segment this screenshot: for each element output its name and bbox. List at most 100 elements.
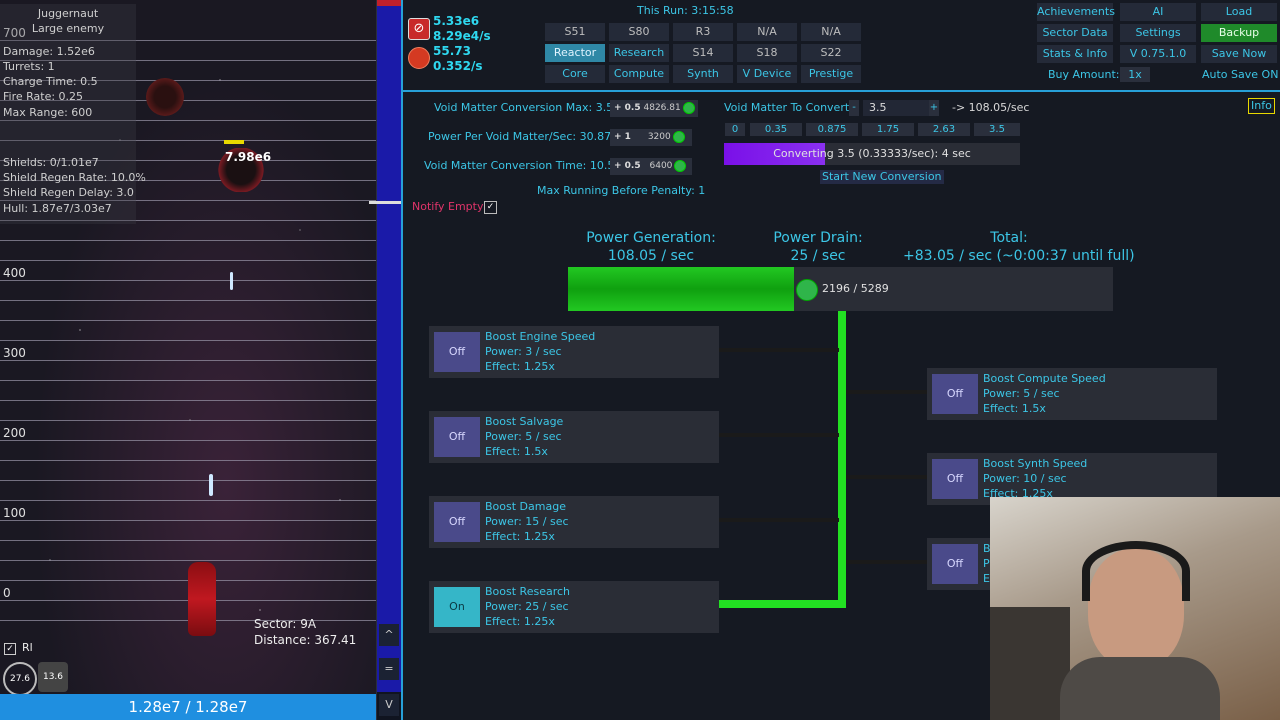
amount-preset-2-63[interactable]: 2.63	[918, 123, 970, 136]
enemy-ship-juggernaut[interactable]	[218, 148, 264, 192]
resource-2-rate: 0.352/s	[433, 59, 483, 73]
upgrade-2-cost: 3200	[647, 132, 671, 142]
resource-2-value: 55.73	[433, 44, 471, 58]
boost-engine-speed-card: Off Boost Engine Speed Power: 3 / sec Ef…	[429, 326, 719, 378]
upgrade-conversion-max-button[interactable]: + 0.5 4826.81	[610, 100, 698, 117]
vm-to-convert-label: Void Matter To Convert:	[724, 101, 853, 114]
nav-s80[interactable]: S80	[609, 23, 669, 41]
buy-amount-label: Buy Amount:	[1048, 68, 1120, 81]
buy-amount-select[interactable]: 1x	[1120, 67, 1150, 82]
increase-button[interactable]: +	[929, 100, 939, 116]
nav-s22[interactable]: S22	[801, 44, 861, 62]
scroll-track[interactable]	[377, 6, 401, 692]
nav-na-2[interactable]: N/A	[801, 23, 861, 41]
boost-hidden-toggle[interactable]: Off	[932, 544, 978, 584]
version-button[interactable]: V 0.75.1.0	[1120, 45, 1196, 63]
boost-name: Boost Engine Speed	[485, 330, 596, 343]
power-active-branch	[719, 600, 846, 608]
power-trunk-line	[838, 311, 846, 608]
notify-empty-checkbox[interactable]: ✓	[484, 201, 497, 214]
power-branch	[846, 390, 928, 394]
ability-icon[interactable]: 13.6	[38, 662, 68, 692]
range-line	[0, 220, 376, 221]
tab-research[interactable]: Research	[609, 44, 669, 62]
settings-button[interactable]: Settings	[1120, 24, 1196, 42]
tab-synth[interactable]: Synth	[673, 65, 733, 83]
rl-label: Rl	[22, 641, 33, 654]
backup-button[interactable]: Backup	[1201, 24, 1277, 42]
amount-preset-0-875[interactable]: 0.875	[806, 123, 858, 136]
range-line	[0, 280, 376, 281]
tab-prestige[interactable]: Prestige	[801, 65, 861, 83]
power-storage-value: 2196 / 5289	[822, 282, 889, 295]
boost-damage-toggle[interactable]: Off	[434, 502, 480, 542]
amount-preset-0[interactable]: 0	[725, 123, 745, 136]
tab-core[interactable]: Core	[545, 65, 605, 83]
enemy-hull: Hull: 1.87e7/3.03e7	[3, 202, 112, 215]
range-line	[0, 160, 376, 161]
void-matter-icon	[672, 130, 685, 143]
decrease-button[interactable]: -	[849, 100, 859, 116]
player-ship[interactable]	[188, 562, 216, 636]
save-now-button[interactable]: Save Now	[1201, 45, 1277, 63]
enemy-ship-small[interactable]	[146, 78, 184, 116]
load-button[interactable]: Load	[1201, 3, 1277, 21]
scroll-indicator	[377, 0, 401, 6]
tab-v-device[interactable]: V Device	[737, 65, 797, 83]
game-viewport[interactable]: 700 400 300 200 100 0 Juggernaut Large e…	[0, 0, 376, 694]
enemy-hp-label: 7.98e6	[225, 150, 272, 164]
upgrade-power-per-button[interactable]: + 1 3200	[610, 129, 692, 146]
nav-s14[interactable]: S14	[673, 44, 733, 62]
gauge-1-value: 27.6	[9, 674, 31, 684]
enemy-shield-regen-rate: Shield Regen Rate: 10.0%	[3, 171, 146, 184]
scroll-down-button[interactable]: V	[379, 694, 399, 716]
void-matter-icon	[796, 279, 818, 301]
range-line	[0, 240, 376, 241]
amount-preset-3-5[interactable]: 3.5	[974, 123, 1020, 136]
sector-data-button[interactable]: Sector Data	[1037, 24, 1113, 42]
tab-compute[interactable]: Compute	[609, 65, 669, 83]
boost-power: Power: 5 / sec	[485, 430, 562, 443]
amount-preset-0-35[interactable]: 0.35	[750, 123, 802, 136]
tab-reactor[interactable]: Reactor	[545, 44, 605, 62]
amount-preset-1-75[interactable]: 1.75	[862, 123, 914, 136]
stats-info-button[interactable]: Stats & Info	[1037, 45, 1113, 63]
start-new-conversion-button[interactable]: Start New Conversion	[820, 170, 944, 184]
scroll-up-button[interactable]: ^	[379, 624, 399, 646]
enemy-max-range: Max Range: 600	[3, 106, 93, 119]
upgrade-2-increment: + 1	[614, 132, 631, 142]
upgrade-conversion-time-button[interactable]: + 0.5 6400	[610, 158, 692, 175]
enemy-shields: Shields: 0/1.01e7	[3, 156, 99, 169]
boost-power: Power: 10 / sec	[983, 472, 1067, 485]
gauge-icon: 27.6	[3, 662, 37, 694]
boost-compute-speed-toggle[interactable]: Off	[932, 374, 978, 414]
range-line	[0, 440, 376, 441]
vm-amount-input[interactable]: 3.5	[863, 100, 929, 116]
enemy-turrets: Turrets: 1	[3, 60, 55, 73]
nav-s18[interactable]: S18	[737, 44, 797, 62]
run-time: This Run: 3:15:58	[637, 4, 734, 17]
range-line	[0, 40, 376, 41]
boost-research-toggle[interactable]: On	[434, 587, 480, 627]
nav-s51[interactable]: S51	[545, 23, 605, 41]
info-button[interactable]: Info	[1248, 98, 1275, 114]
void-matter-icon	[674, 159, 687, 172]
scroll-thumb[interactable]	[369, 201, 401, 204]
boost-synth-speed-toggle[interactable]: Off	[932, 459, 978, 499]
upgrade-1-cost: 4826.81	[643, 103, 681, 113]
boost-engine-speed-toggle[interactable]: Off	[434, 332, 480, 372]
achievements-button[interactable]: Achievements	[1037, 3, 1115, 21]
orb-icon	[408, 47, 430, 69]
scroll-center-button[interactable]: =	[379, 658, 399, 680]
nav-na-1[interactable]: N/A	[737, 23, 797, 41]
nav-r3[interactable]: R3	[673, 23, 733, 41]
boost-salvage-toggle[interactable]: Off	[434, 417, 480, 457]
rl-checkbox[interactable]: ✓	[4, 643, 16, 655]
power-branch	[719, 518, 839, 522]
conversion-progress-fill	[724, 143, 825, 165]
range-line	[0, 380, 376, 381]
conversion-max-label: Void Matter Conversion Max: 3.5	[434, 101, 614, 114]
enemy-name: Juggernaut	[37, 7, 99, 20]
ai-button[interactable]: AI	[1120, 3, 1196, 21]
power-branch	[719, 348, 839, 352]
